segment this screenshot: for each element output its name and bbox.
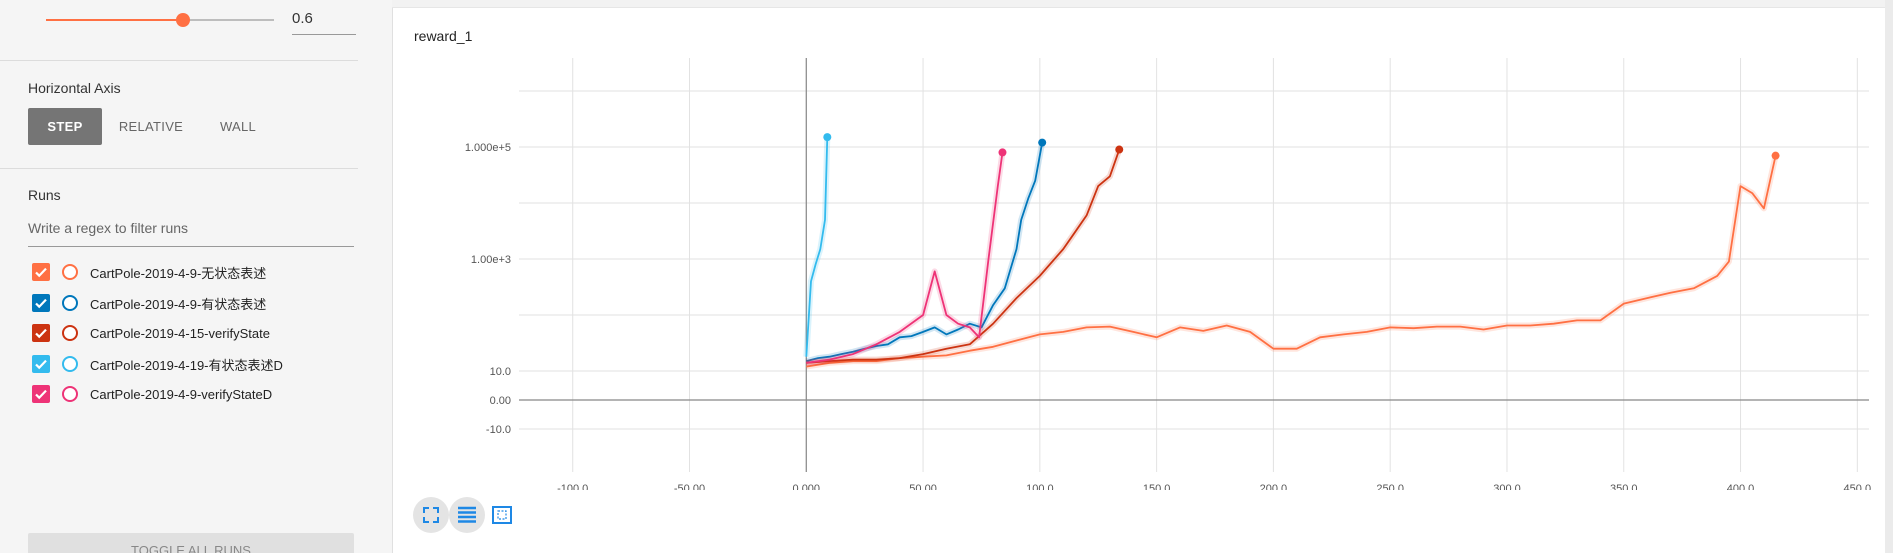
series-end-point [1771, 151, 1780, 160]
check-icon [35, 389, 47, 400]
toggle-log-scale-icon [458, 506, 476, 523]
horizontal-axis-title: Horizontal Axis [28, 80, 121, 96]
run-item[interactable]: CartPole-2019-4-9-无状态表述 [32, 260, 266, 284]
x-tick-label: 50.00 [909, 483, 937, 490]
y-tick-label: 1.00e+3 [471, 254, 511, 266]
x-tick-label: -100.0 [557, 483, 588, 490]
run-item[interactable]: CartPole-2019-4-9-有状态表述 [32, 291, 266, 315]
smoothing-value-input[interactable]: 0.6 [292, 10, 356, 35]
series-raw-line [803, 137, 831, 357]
x-tick-label: 150.0 [1143, 483, 1171, 490]
series-line [806, 152, 1004, 364]
check-icon [35, 267, 47, 278]
check-icon [35, 359, 47, 370]
check-icon [35, 328, 47, 339]
run-color-dot[interactable] [62, 386, 78, 402]
x-tick-label: 200.0 [1260, 483, 1288, 490]
x-tick-label: 350.0 [1610, 483, 1638, 490]
y-tick-label: -10.0 [486, 424, 511, 436]
run-label: CartPole-2019-4-15-verifyState [90, 325, 270, 341]
x-tick-label: -50.00 [674, 483, 705, 490]
x-tick-label: 100.0 [1026, 483, 1054, 490]
smoothing-slider[interactable] [46, 13, 274, 27]
series-end-point [1038, 138, 1047, 147]
chart-title: reward_1 [414, 28, 473, 44]
run-label: CartPole-2019-4-9-无状态表述 [90, 265, 267, 281]
y-tick-label: 0.00 [490, 395, 511, 407]
series-end-point [1115, 145, 1124, 154]
axis-wall-button[interactable]: WALL [219, 119, 257, 134]
expand-chart-button[interactable] [413, 497, 449, 533]
run-checkbox[interactable] [32, 355, 50, 373]
fit-domain-icon [492, 506, 512, 524]
sidebar: 0.6 Horizontal Axis STEP RELATIVE WALL R… [0, 0, 393, 553]
x-tick-label: 400.0 [1727, 483, 1755, 490]
run-checkbox[interactable] [32, 263, 50, 281]
run-label: CartPole-2019-4-9-verifyStateD [90, 386, 273, 402]
run-checkbox[interactable] [32, 324, 50, 342]
run-color-dot[interactable] [62, 325, 78, 341]
x-tick-label: 0.000 [793, 483, 821, 490]
run-label: CartPole-2019-4-9-有状态表述 [90, 296, 267, 312]
run-item[interactable]: CartPole-2019-4-15-verifyState [32, 321, 270, 345]
smoothing-slider-thumb[interactable] [175, 13, 190, 27]
series-line [806, 155, 1777, 368]
y-tick-label: 1.000e+5 [465, 142, 511, 154]
run-checkbox[interactable] [32, 294, 50, 312]
axis-step-button[interactable]: STEP [28, 108, 102, 145]
x-tick-label: 250.0 [1376, 483, 1404, 490]
series-end-point [823, 133, 832, 142]
divider [0, 60, 358, 61]
toggle-all-runs-button[interactable]: TOGGLE ALL RUNS [28, 533, 354, 553]
toggle-log-scale-button[interactable] [449, 497, 485, 533]
run-color-dot[interactable] [62, 356, 78, 372]
run-label: CartPole-2019-4-19-有状态表述D [90, 357, 283, 373]
top-bar [392, 0, 1893, 8]
x-tick-label: 300.0 [1493, 483, 1521, 490]
divider [0, 168, 358, 169]
series-line [806, 149, 1121, 364]
run-item[interactable]: CartPole-2019-4-9-verifyStateD [32, 382, 272, 406]
check-icon [35, 298, 47, 309]
run-color-dot[interactable] [62, 264, 78, 280]
series-line [806, 142, 1044, 362]
y-tick-label: 10.0 [490, 366, 511, 378]
series-raw-line [805, 142, 1046, 365]
run-checkbox[interactable] [32, 385, 50, 403]
run-item[interactable]: CartPole-2019-4-19-有状态表述D [32, 352, 283, 376]
runs-title: Runs [28, 187, 61, 203]
series-end-point [998, 148, 1007, 157]
series-line [805, 137, 829, 357]
reward-chart[interactable]: -100.0 -50.00 0.000 50.00 100.0 150.0 200.0 250… [392, 40, 1882, 490]
smoothing-slider-fill [46, 19, 183, 21]
scrollbar[interactable] [1885, 0, 1893, 553]
fit-domain-button[interactable] [484, 497, 520, 533]
expand-chart-icon [423, 507, 439, 523]
x-tick-label: 450.0 [1844, 483, 1872, 490]
run-color-dot[interactable] [62, 295, 78, 311]
axis-relative-button[interactable]: RELATIVE [118, 119, 184, 134]
runs-filter-input[interactable]: Write a regex to filter runs [28, 220, 354, 247]
